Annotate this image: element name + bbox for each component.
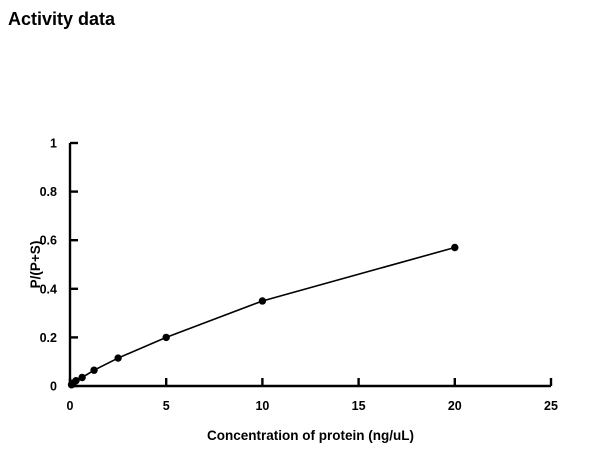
- y-axis-tick-label: 0.8: [40, 185, 57, 199]
- y-axis-tick-label: 1: [50, 137, 57, 151]
- chart-title: Activity data: [8, 9, 116, 29]
- data-point: [114, 354, 122, 362]
- y-axis-tick-label: 0: [50, 380, 57, 394]
- x-axis-title: Concentration of protein (ng/uL): [207, 428, 414, 443]
- y-axis-title: P/(P+S): [28, 241, 43, 289]
- data-series-line: [70, 246, 456, 386]
- data-point: [72, 376, 80, 385]
- data-point: [451, 243, 459, 252]
- y-axis-tick-label: 0.6: [40, 234, 57, 248]
- data-point: [78, 373, 86, 382]
- x-axis-tick-label: 15: [352, 399, 366, 413]
- y-axis-tick-label: 0.2: [40, 331, 57, 345]
- x-axis-tick-label: 25: [544, 399, 558, 413]
- data-point: [90, 366, 98, 374]
- x-axis-tick-label: 0: [67, 399, 74, 413]
- data-point: [258, 297, 267, 305]
- data-point: [162, 333, 170, 342]
- x-axis-tick-label: 5: [163, 399, 170, 413]
- x-axis-tick-label: 20: [448, 399, 462, 413]
- y-axis-tick-label: 0.4: [40, 282, 57, 296]
- x-axis-tick-label: 10: [255, 399, 269, 413]
